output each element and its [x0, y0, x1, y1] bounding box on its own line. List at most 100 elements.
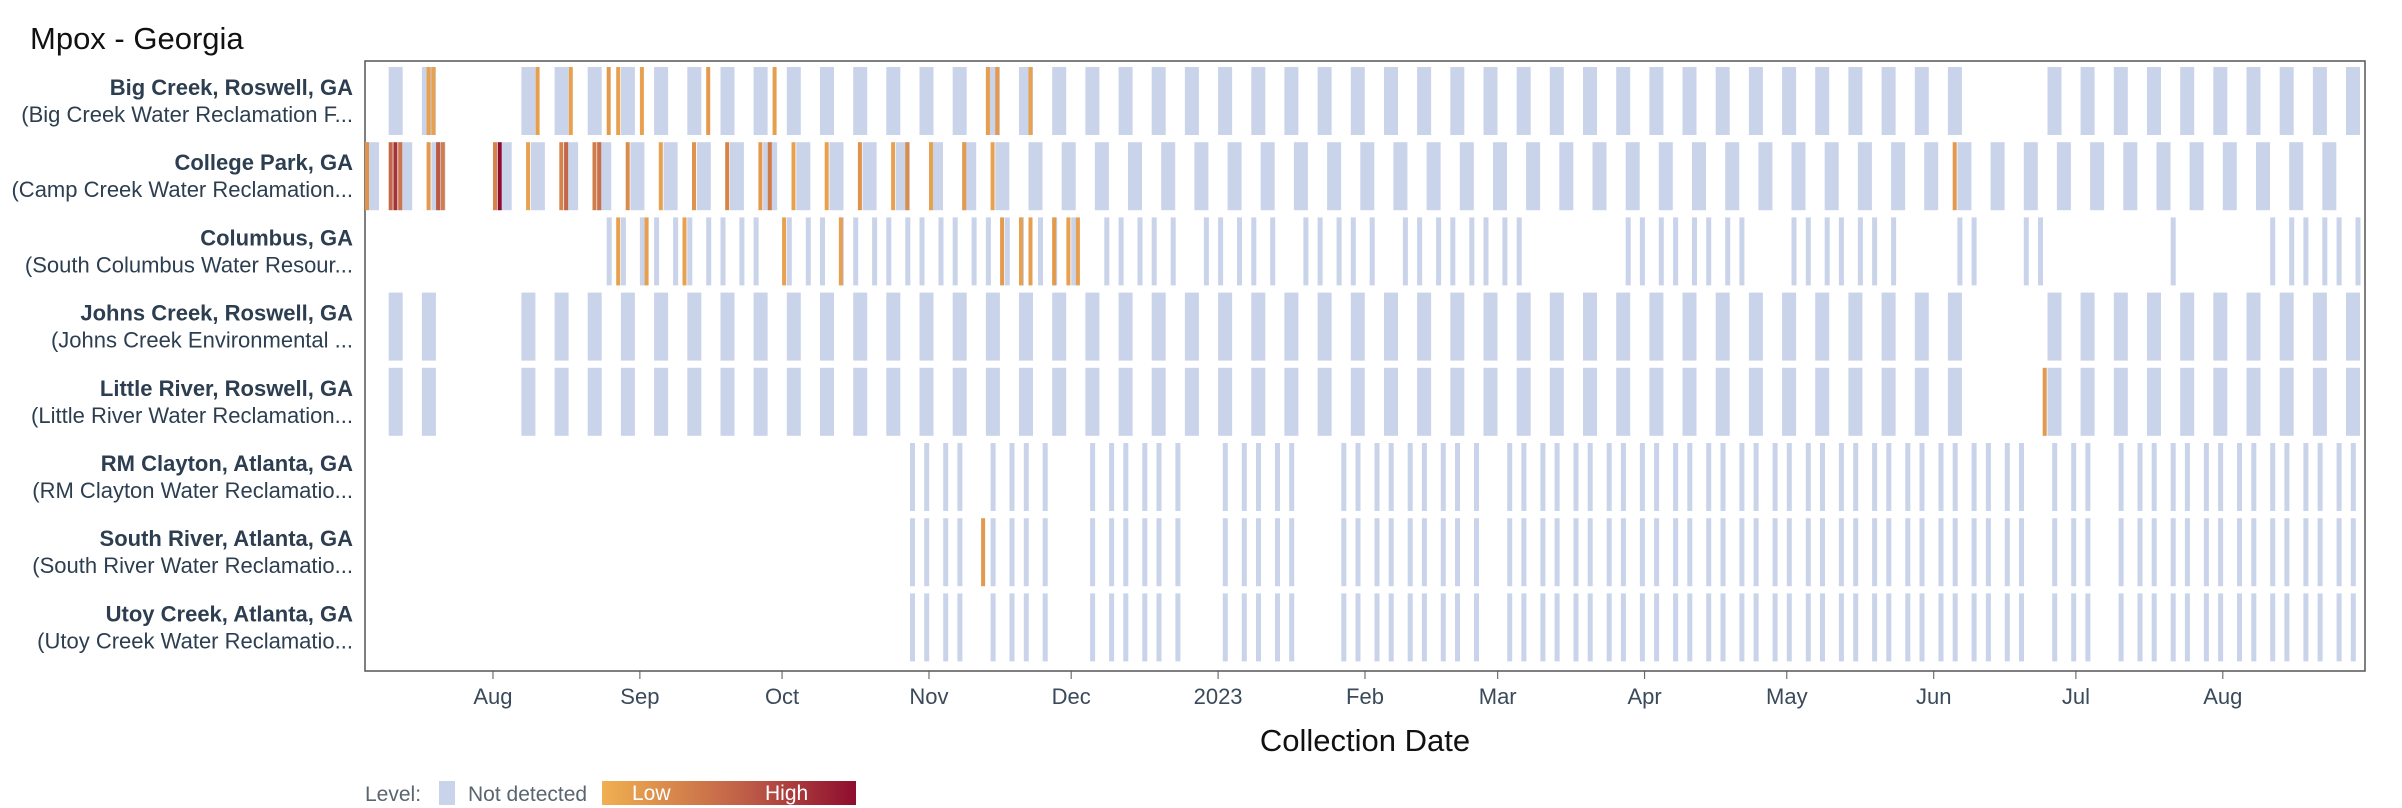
sample-bar: [1336, 217, 1342, 286]
sample-bar: [1483, 67, 1498, 135]
sample-bar: [1341, 593, 1347, 662]
sample-bar: [2322, 142, 2337, 211]
sample-bar: [1820, 518, 1825, 587]
sample-bar: [1355, 518, 1361, 587]
sample-bar: [1919, 518, 1925, 587]
sample-bar: [1090, 518, 1096, 587]
sample-bar: [2080, 367, 2095, 436]
sample-bar: [1507, 518, 1513, 587]
sample-bar: [706, 217, 712, 286]
sample-bar: [2336, 217, 2342, 286]
sample-bar: [2170, 217, 2176, 286]
site-facility-label: (Little River Water Reclamation...: [31, 403, 353, 428]
sample-bar: [1260, 142, 1275, 211]
sample-bar: [1753, 443, 1759, 511]
sample-bar: [1417, 292, 1432, 361]
detection-bar: [1019, 217, 1023, 286]
sample-bar: [1450, 292, 1465, 361]
sample-bar: [620, 292, 635, 361]
x-tick-label: Nov: [909, 684, 948, 709]
sample-bar: [1587, 518, 1593, 587]
sample-bar: [2170, 443, 2176, 511]
sample-bar: [1748, 367, 1763, 436]
x-tick-label: Feb: [1346, 684, 1384, 709]
sample-bar: [663, 142, 678, 211]
sample-bar: [521, 67, 536, 135]
sample-bar: [639, 217, 645, 286]
sample-bar: [1350, 217, 1356, 286]
sample-bar: [1971, 593, 1977, 662]
sample-bar: [2170, 518, 2176, 587]
sample-bar: [2080, 292, 2095, 361]
sample-bar: [2312, 67, 2327, 135]
sample-bar: [1407, 518, 1413, 587]
sample-bar: [1507, 443, 1513, 511]
sample-bar: [1023, 593, 1029, 662]
sample-bar: [1706, 518, 1712, 587]
detection-bar: [1000, 217, 1005, 286]
sample-bar: [1914, 67, 1929, 135]
detection-bar: [1075, 217, 1080, 286]
sample-bar: [1692, 217, 1697, 286]
sample-bar: [2203, 443, 2209, 511]
sample-bar: [1952, 443, 1958, 511]
detection-bar: [426, 67, 431, 135]
sample-bar: [1990, 142, 2005, 211]
sample-bar: [2251, 593, 2257, 662]
sample-bar: [2137, 593, 2143, 662]
sample-bar: [1706, 593, 1712, 662]
sample-bar: [1848, 292, 1863, 361]
sample-bar: [1341, 518, 1347, 587]
sample-bar: [720, 292, 735, 361]
sample-bar: [388, 292, 403, 361]
sample-bar: [1881, 367, 1896, 436]
sample-bar: [1293, 142, 1308, 211]
sample-bar: [1128, 142, 1142, 211]
sample-bar: [673, 217, 679, 286]
sample-bar: [1184, 292, 1199, 361]
sample-bar: [1583, 67, 1597, 135]
sample-bar: [853, 217, 859, 286]
sample-bar: [1407, 593, 1413, 662]
sample-bar: [2279, 67, 2294, 135]
sample-bar: [1455, 443, 1460, 511]
sample-bar: [1218, 67, 1233, 135]
sample-bar: [2284, 593, 2290, 662]
sample-bar: [1388, 593, 1394, 662]
detection-bar: [990, 142, 995, 211]
sample-bar: [2213, 367, 2228, 436]
site-row: [606, 217, 2361, 286]
sample-bar: [938, 217, 944, 286]
sample-bar: [1639, 518, 1645, 587]
sample-bar: [1241, 593, 1247, 662]
sample-bar: [1786, 443, 1792, 511]
sample-bar: [1649, 67, 1664, 135]
sample-bar: [1450, 217, 1456, 286]
sample-bar: [1682, 367, 1697, 436]
sample-bar: [990, 518, 996, 587]
sample-bar: [1284, 367, 1299, 436]
sample-bar: [1549, 367, 1564, 436]
sample-bar: [1156, 593, 1162, 662]
sample-bar: [1175, 518, 1181, 587]
sample-bar: [620, 67, 635, 135]
sample-bar: [2213, 67, 2228, 135]
detection-bar: [772, 67, 777, 135]
sample-bar: [1919, 593, 1925, 662]
sample-bar: [1327, 142, 1342, 211]
sample-bar: [388, 67, 403, 135]
sample-bar: [1616, 367, 1631, 436]
sample-bar: [1554, 593, 1560, 662]
sample-bar: [1616, 67, 1631, 135]
x-tick-label: Dec: [1052, 684, 1091, 709]
site-row: [910, 443, 2356, 511]
sample-bar: [2113, 292, 2128, 361]
sample-bar: [1275, 593, 1280, 662]
detection-bar: [995, 67, 1000, 135]
sample-bars: [365, 67, 2361, 662]
sample-bar: [1137, 217, 1143, 286]
detection-bar: [365, 142, 369, 211]
sample-bar: [1142, 443, 1148, 511]
sample-bar: [1507, 593, 1513, 662]
sample-bar: [985, 367, 1000, 436]
